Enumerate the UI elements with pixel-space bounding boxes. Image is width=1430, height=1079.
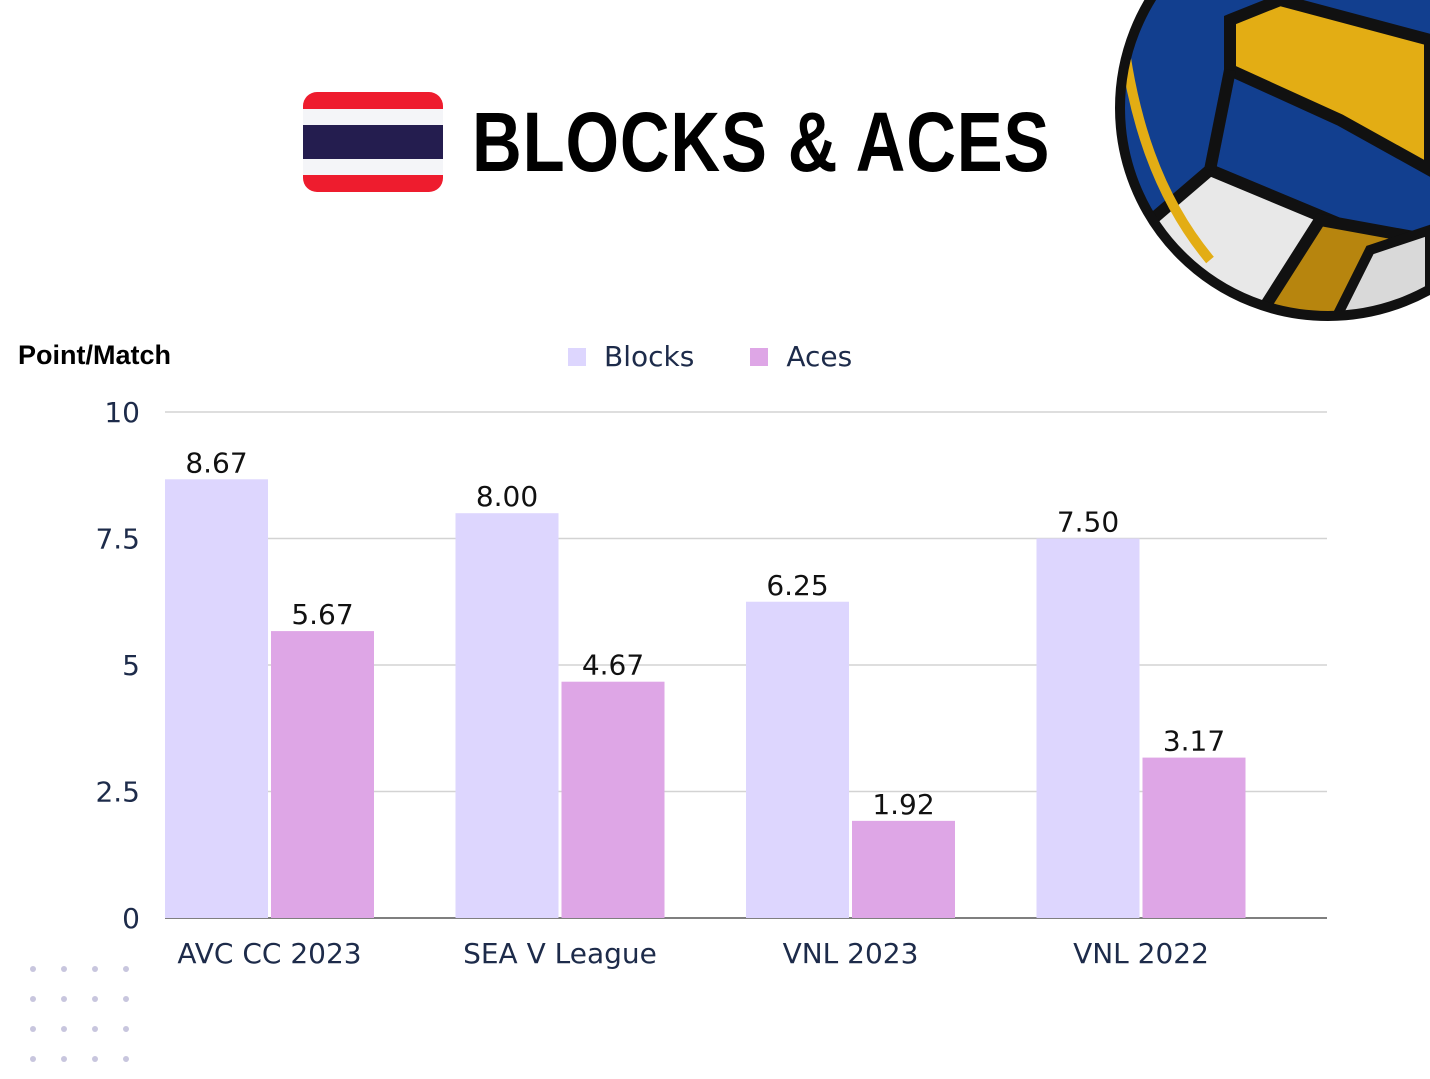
data-label: 7.50 xyxy=(1057,506,1119,539)
decorative-dot xyxy=(92,1026,98,1032)
data-label: 8.00 xyxy=(476,480,538,513)
x-tick-label: VNL 2022 xyxy=(1073,937,1209,970)
bar-aces xyxy=(271,631,374,918)
y-tick-label: 10 xyxy=(104,396,140,429)
decorative-dot xyxy=(123,1056,129,1062)
decorative-dot xyxy=(30,1026,36,1032)
bar-blocks xyxy=(746,601,849,918)
decorative-dot xyxy=(30,996,36,1002)
y-tick-label: 0 xyxy=(122,902,140,935)
decorative-dot xyxy=(123,966,129,972)
decorative-dot xyxy=(61,1026,67,1032)
data-label: 5.67 xyxy=(291,598,353,631)
x-tick-label: VNL 2023 xyxy=(783,937,919,970)
y-tick-label: 7.5 xyxy=(95,523,140,556)
decorative-dot xyxy=(92,1056,98,1062)
bar-aces xyxy=(852,820,955,918)
decorative-dot xyxy=(61,996,67,1002)
decorative-dot xyxy=(61,966,67,972)
x-tick-label: AVC CC 2023 xyxy=(177,937,361,970)
legend-label-blocks: Blocks xyxy=(604,340,695,373)
legend-label-aces: Aces xyxy=(786,340,853,373)
decorative-dot xyxy=(92,996,98,1002)
data-label: 6.25 xyxy=(766,569,828,602)
decorative-dot xyxy=(123,996,129,1002)
bar-blocks xyxy=(165,479,268,918)
decorative-dot xyxy=(92,966,98,972)
x-tick-label: SEA V League xyxy=(463,937,657,970)
data-label: 1.92 xyxy=(872,788,934,821)
legend-swatch-blocks xyxy=(568,347,586,366)
volleyball-icon xyxy=(1115,0,1430,321)
decorative-dot xyxy=(30,966,36,972)
page-title: BLOCKS & ACES xyxy=(472,95,1051,189)
bar-aces xyxy=(1142,757,1246,918)
data-label: 4.67 xyxy=(582,649,644,682)
decorative-dot-grid xyxy=(30,966,140,1070)
decorative-dot xyxy=(123,1026,129,1032)
data-label: 3.17 xyxy=(1163,725,1225,758)
legend-swatch-aces xyxy=(750,347,769,366)
y-axis-label: Point/Match xyxy=(18,340,171,370)
chart-legend: Blocks Aces xyxy=(568,340,908,373)
bar-blocks xyxy=(1036,538,1140,918)
bar-blocks xyxy=(455,513,559,918)
data-label: 8.67 xyxy=(185,446,247,479)
bar-aces xyxy=(561,681,665,918)
decorative-dot xyxy=(30,1056,36,1062)
thailand-flag-icon xyxy=(303,92,443,192)
y-tick-label: 2.5 xyxy=(95,776,140,809)
legend-item-aces: Aces xyxy=(750,340,852,373)
y-tick-label: 5 xyxy=(122,649,140,682)
legend-item-blocks: Blocks xyxy=(568,340,694,373)
decorative-dot xyxy=(61,1056,67,1062)
